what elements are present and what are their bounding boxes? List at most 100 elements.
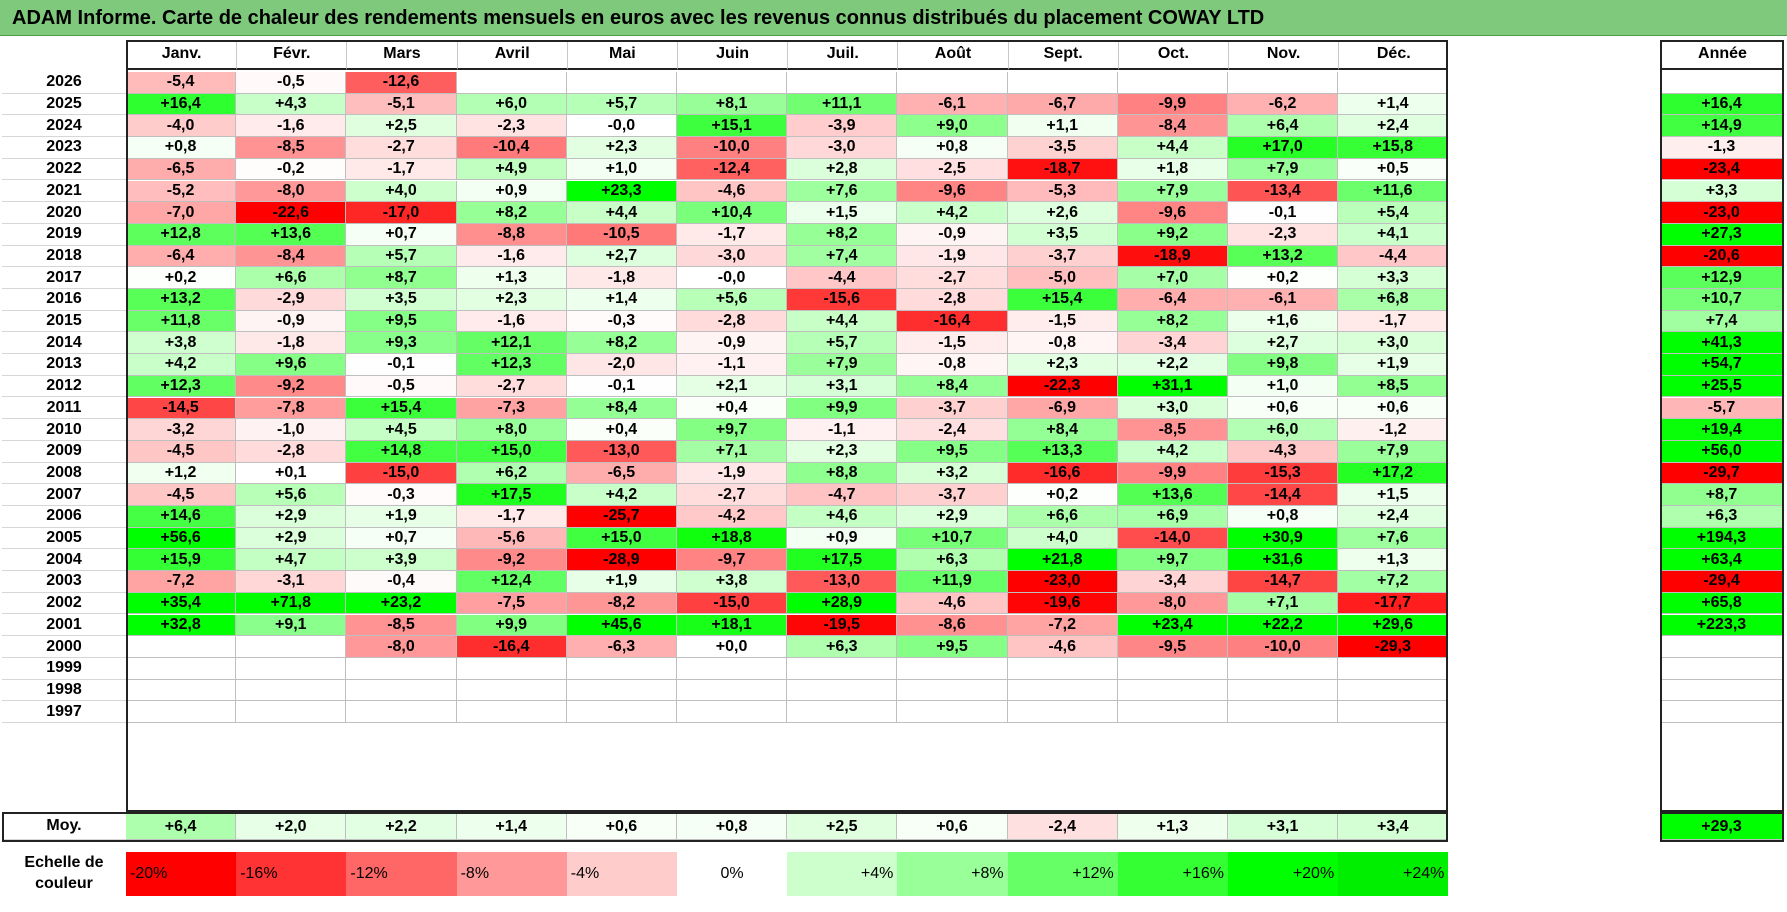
heatmap-cell: -12,6: [346, 72, 457, 94]
heatmap-cell: +7,9: [787, 354, 898, 376]
heatmap-cell: +6,6: [236, 267, 347, 289]
heatmap-cell: [346, 701, 457, 723]
heatmap-cell: -9,2: [236, 375, 347, 398]
heatmap-cell: +45,6: [566, 614, 677, 637]
annual-cell: [1660, 72, 1784, 94]
heatmap-cell: +1,1: [1007, 115, 1118, 138]
heatmap-cell: +11,6: [1338, 180, 1449, 203]
heatmap-cell: [456, 657, 567, 680]
heatmap-cell: +13,6: [1117, 484, 1228, 506]
heatmap-cell: [787, 679, 898, 702]
heatmap-cell: [236, 701, 347, 723]
heatmap-cell: +5,7: [346, 245, 457, 268]
heatmap-cell: -6,4: [1117, 289, 1228, 311]
heatmap-cell: -3,5: [1007, 137, 1118, 159]
heatmap-cell: [126, 636, 237, 658]
heatmap-cell: +1,9: [566, 571, 677, 593]
heatmap-cell: -5,0: [1007, 267, 1118, 289]
average-annual-cell: +29,3: [1660, 814, 1784, 840]
heatmap-cell: +8,2: [456, 202, 567, 224]
heatmap-cell: -0,8: [897, 354, 1008, 376]
heatmap-cell: +4,2: [897, 202, 1008, 224]
annual-cell: -23,4: [1660, 158, 1784, 181]
heatmap-cell: +2,7: [1228, 332, 1339, 355]
heatmap-cell: -1,9: [897, 245, 1008, 268]
heatmap-cell: [677, 701, 788, 723]
heatmap-cell: -2,8: [677, 310, 788, 333]
year-label: 2004: [2, 549, 126, 572]
annual-cell: +63,4: [1660, 549, 1784, 572]
heatmap-cell: +4,9: [456, 158, 567, 181]
heatmap-cell: +4,2: [1117, 440, 1228, 463]
heatmap-cell: +9,5: [897, 440, 1008, 463]
heatmap-cell: -16,4: [897, 310, 1008, 333]
heatmap-cell: -5,1: [346, 93, 457, 116]
heatmap-cell: +2,7: [566, 245, 677, 268]
heatmap-cell: [787, 657, 898, 680]
heatmap-cell: [677, 679, 788, 702]
year-label: 2016: [2, 289, 126, 311]
heatmap-cell: +8,0: [456, 419, 567, 441]
heatmap-cell: -6,3: [566, 636, 677, 658]
heatmap-cell: -0,1: [1228, 202, 1339, 224]
heatmap-cell: +9,9: [456, 614, 567, 637]
heatmap-cell: -4,4: [787, 267, 898, 289]
heatmap-cell: -1,5: [1007, 310, 1118, 333]
year-label: 2000: [2, 636, 126, 658]
heatmap-cell: -2,3: [1228, 223, 1339, 246]
heatmap-cell: +10,7: [897, 527, 1008, 550]
heatmap-cell: +3,9: [346, 549, 457, 572]
heatmap-cell: +11,8: [126, 310, 237, 333]
heatmap-cell: +9,9: [787, 397, 898, 420]
heatmap-cell: +0,7: [346, 223, 457, 246]
annual-cell: +56,0: [1660, 440, 1784, 463]
annual-cell: -29,7: [1660, 462, 1784, 485]
year-label: 2014: [2, 332, 126, 355]
legend-swatch: +8%: [897, 852, 1008, 896]
heatmap-cell: +29,6: [1338, 614, 1449, 637]
heatmap-cell: -1,9: [677, 462, 788, 485]
heatmap-cell: [787, 72, 898, 94]
heatmap-cell: +0,0: [677, 636, 788, 658]
heatmap-cell: -8,2: [566, 592, 677, 615]
legend-swatch: +12%: [1007, 852, 1118, 896]
heatmap-cell: [456, 701, 567, 723]
heatmap-cell: -15,6: [787, 289, 898, 311]
average-cell: +1,3: [1117, 814, 1228, 840]
heatmap-cell: [126, 657, 237, 680]
heatmap-cell: -5,4: [126, 72, 237, 94]
heatmap-cell: -6,2: [1228, 93, 1339, 116]
heatmap-cell: +15,4: [1007, 289, 1118, 311]
heatmap-cell: +8,7: [346, 267, 457, 289]
heatmap-cell: -3,1: [236, 571, 347, 593]
heatmap-cell: +5,6: [677, 289, 788, 311]
month-header: Avril: [456, 40, 567, 70]
month-header: Mai: [566, 40, 677, 70]
heatmap-cell: +5,4: [1338, 202, 1449, 224]
month-header: Sept.: [1007, 40, 1118, 70]
heatmap-cell: -4,6: [1007, 636, 1118, 658]
heatmap-cell: -6,1: [1228, 289, 1339, 311]
heatmap-cell: -3,7: [897, 397, 1008, 420]
annual-cell: -20,6: [1660, 245, 1784, 268]
heatmap-cell: -4,4: [1338, 245, 1449, 268]
heatmap-cell: +13,3: [1007, 440, 1118, 463]
heatmap-cell: +1,6: [1228, 310, 1339, 333]
heatmap-cell: +6,3: [897, 549, 1008, 572]
annual-cell: -23,0: [1660, 202, 1784, 224]
month-header: Juin: [677, 40, 788, 70]
heatmap-cell: [236, 657, 347, 680]
heatmap-cell: +9,8: [1228, 354, 1339, 376]
heatmap-cell: +2,2: [1117, 354, 1228, 376]
heatmap-cell: +23,2: [346, 592, 457, 615]
heatmap-cell: -8,5: [1117, 419, 1228, 441]
heatmap-cell: +3,8: [677, 571, 788, 593]
heatmap-cell: -7,2: [1007, 614, 1118, 637]
heatmap-cell: -8,4: [1117, 115, 1228, 138]
heatmap-cell: -2,7: [677, 484, 788, 506]
heatmap-cell: [566, 72, 677, 94]
annual-cell: +12,9: [1660, 267, 1784, 289]
heatmap-cell: +56,6: [126, 527, 237, 550]
year-label: 1997: [2, 701, 126, 723]
heatmap-cell: +4,4: [1117, 137, 1228, 159]
